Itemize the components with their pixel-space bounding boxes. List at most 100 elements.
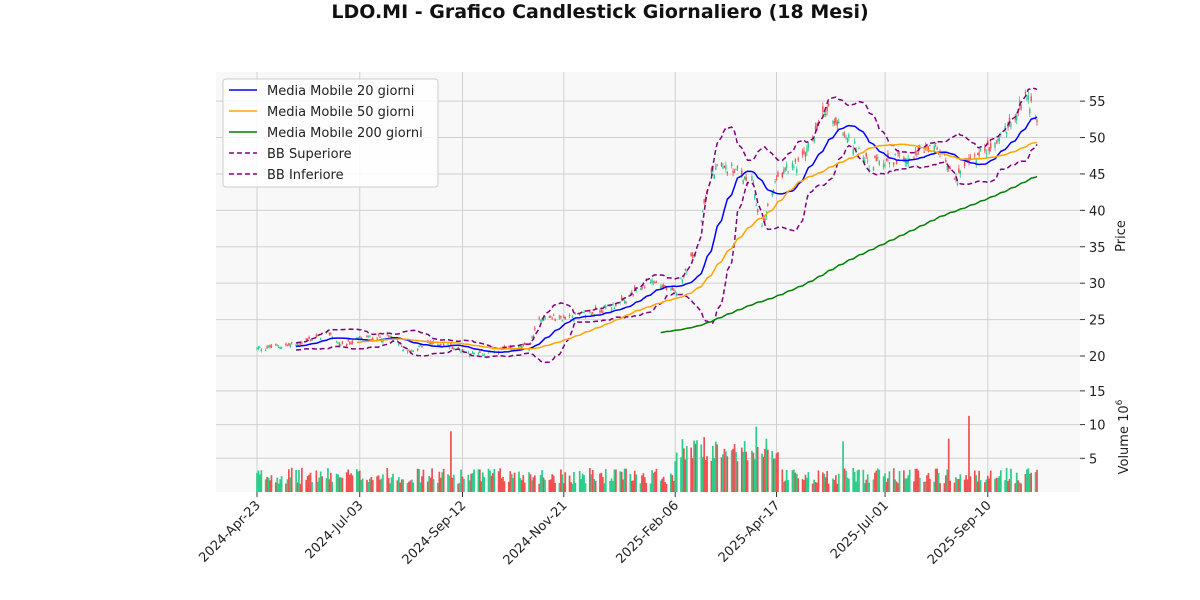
candle-body	[542, 319, 545, 321]
candle-body	[280, 347, 283, 349]
volume-bar	[973, 470, 976, 492]
candle	[801, 148, 804, 158]
volume-bar	[280, 476, 283, 492]
volume-bar	[328, 479, 331, 492]
x-tick-label: 2025-Sep-10	[925, 498, 995, 568]
candle-body	[816, 123, 818, 130]
candle	[777, 170, 779, 178]
candle-body	[791, 163, 794, 168]
volume-bar	[573, 471, 575, 492]
volume-bar	[564, 472, 567, 492]
ma200-line	[660, 175, 1038, 334]
candle	[471, 350, 474, 354]
candle-body	[838, 121, 840, 124]
volume-bar	[451, 477, 454, 492]
volume-bar	[1004, 479, 1007, 492]
volume-bar	[670, 473, 672, 492]
volume-bar	[862, 469, 865, 492]
candle-body	[518, 346, 520, 348]
candle	[846, 137, 849, 144]
volume-bar	[872, 479, 875, 492]
candle-body	[419, 345, 422, 347]
candle	[833, 118, 836, 126]
volume-bar	[894, 479, 897, 492]
candle-body	[406, 350, 409, 353]
volume-bar	[379, 479, 381, 492]
legend-label: Media Mobile 200 giorni	[267, 126, 423, 141]
volume-bar	[437, 482, 439, 492]
volume-bar	[884, 473, 886, 492]
volume-bar	[826, 471, 829, 492]
volume-bar	[429, 477, 432, 492]
volume-bar	[939, 483, 941, 492]
candle-body	[521, 346, 523, 348]
candle	[612, 302, 614, 307]
candle-body	[936, 147, 938, 150]
volume-bar	[392, 473, 394, 492]
candle-body	[683, 275, 685, 278]
candle-body	[615, 304, 617, 307]
volume-bar	[662, 476, 665, 492]
candle	[541, 317, 543, 322]
volume-bar	[431, 468, 433, 492]
candle-body	[723, 165, 726, 168]
candle-body	[308, 336, 310, 339]
volume-bar	[541, 470, 543, 492]
volume-bar	[856, 470, 859, 492]
volume-bar	[331, 481, 334, 492]
candle-body	[529, 342, 532, 344]
candle	[599, 308, 601, 315]
x-tick-label: 2024-Apr-23	[196, 498, 263, 565]
candle	[843, 131, 846, 138]
volume-bar	[356, 469, 358, 492]
candle-body	[969, 157, 972, 160]
candle-body	[612, 303, 614, 306]
candle-body	[1014, 118, 1017, 120]
volume-bar	[1030, 472, 1033, 492]
candle-body	[684, 268, 687, 270]
volume-bar	[402, 479, 405, 492]
volume-bar	[848, 478, 850, 492]
volume-bar	[604, 469, 607, 492]
candle	[1004, 122, 1006, 133]
candle-body	[781, 172, 784, 178]
candle-body	[702, 211, 704, 213]
candle-body	[827, 103, 830, 107]
volume-bar	[507, 481, 510, 492]
candle-body	[298, 344, 300, 346]
volume-bar	[529, 474, 532, 492]
candle-body	[959, 171, 962, 175]
candle-body	[826, 107, 828, 112]
candle-body	[539, 320, 542, 322]
candle-body	[862, 157, 865, 162]
candle-body	[552, 314, 555, 316]
volume-bar	[386, 468, 389, 492]
volume-bar	[609, 481, 611, 492]
volume-bar	[845, 470, 847, 492]
volume-bar	[533, 475, 536, 492]
candle	[266, 344, 268, 350]
candle-body	[846, 138, 849, 143]
candle-body	[257, 347, 260, 350]
volume-bar	[898, 471, 901, 492]
volume-bar	[574, 482, 577, 492]
volume-bar	[259, 474, 261, 492]
candle-body	[842, 132, 844, 136]
candle	[735, 168, 737, 171]
volume-bar	[664, 482, 666, 492]
volume-bar	[683, 448, 685, 492]
candle	[286, 344, 289, 347]
candle	[995, 140, 998, 145]
candle	[791, 160, 794, 171]
volume-bar	[418, 469, 420, 492]
candle	[568, 313, 571, 318]
candle	[826, 105, 828, 116]
candle-body	[975, 160, 977, 165]
candle-body	[732, 170, 734, 173]
volume-bar	[613, 469, 616, 492]
candle	[538, 315, 540, 321]
candle-body	[755, 204, 757, 206]
candle	[289, 343, 291, 348]
candle-body	[625, 302, 627, 304]
candle	[936, 146, 938, 150]
